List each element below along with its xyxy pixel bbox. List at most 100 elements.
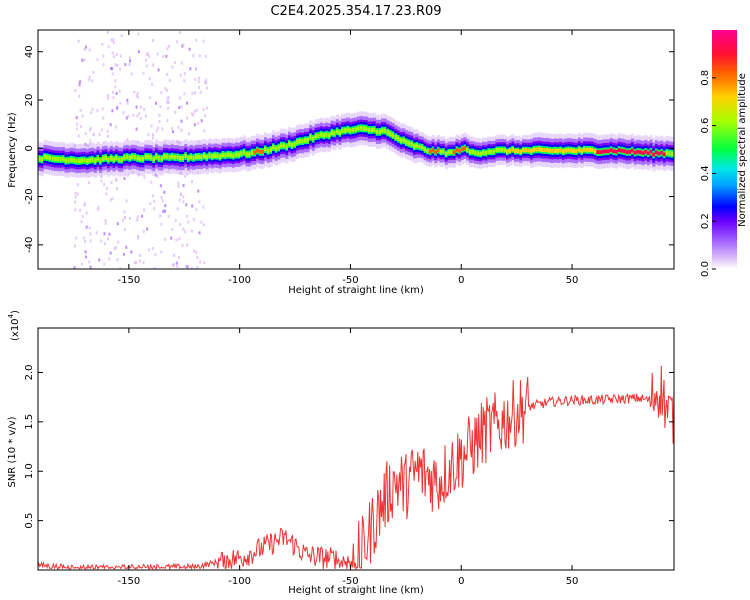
spectrogram-noise-speck	[202, 39, 205, 43]
spectrogram-noise-speck	[116, 222, 119, 226]
spectrogram-ridge-core	[646, 151, 651, 156]
spectrogram-noise-speck	[108, 257, 111, 261]
spectrogram-ridge-cell	[162, 154, 167, 159]
spectrogram-ticks: -150 -100 -50 0 50 -40 -20 0 20 40	[24, 30, 674, 286]
spectrogram-noise-speck	[178, 106, 181, 110]
spectrogram-noise-speck	[109, 123, 112, 127]
spectrogram-noise-speck	[123, 215, 126, 219]
snr-x-tick-label: 0	[458, 576, 464, 587]
snr-y-tick-label: 1.0	[24, 463, 35, 479]
spectrogram-ridge-cell	[375, 129, 379, 135]
spectrogram-ridge-cell	[184, 153, 188, 159]
spectrogram-noise-speck	[151, 133, 154, 137]
spectrogram-noise-speck	[114, 79, 117, 83]
spectrogram-noise-speck	[195, 38, 198, 42]
colorbar: 0.0 0.2 0.4 0.6 0.8 Normalized spectral ampl…	[700, 30, 748, 277]
spectrogram-ridge-cell	[178, 155, 183, 161]
spectrogram-noise-speck	[160, 250, 163, 254]
spectrogram-ridge-cell	[221, 152, 225, 158]
spectrogram-ridge-cell	[107, 157, 111, 163]
spectrogram-noise-speck	[137, 234, 140, 238]
spectrogram-ridge-core	[458, 148, 462, 153]
spectrogram-noise-speck	[186, 116, 189, 120]
colorbar-tick-label: 0.8	[700, 70, 711, 86]
spectrogram-noise-speck	[135, 105, 138, 109]
snr-y-scale: (x104)	[7, 310, 21, 341]
spectrogram-noise-speck	[119, 267, 122, 269]
spectrogram-ridge-core	[253, 150, 257, 155]
spectrogram-noise-speck	[138, 259, 141, 263]
spectrogram-noise-speck	[177, 181, 180, 185]
spectrogram-ridge-cell	[157, 156, 161, 161]
spectrogram-ridge-cell	[290, 143, 294, 148]
spectrogram-noise-speck	[123, 210, 126, 214]
spectrogram-noise-speck	[167, 101, 170, 105]
spectrogram-noise-speck	[181, 243, 184, 247]
spectrogram-ridge-core	[551, 149, 555, 153]
spectrogram-ridge-cell	[101, 156, 106, 161]
spectrogram-ridge-core	[623, 149, 627, 154]
spectrogram-ridge-cell	[160, 156, 164, 161]
spectrogram-ridge-core	[641, 151, 645, 155]
colorbar-label: Normalized spectral amplitude	[737, 73, 748, 227]
spectrogram-noise-speck	[181, 61, 184, 65]
spectrogram-noise-speck	[107, 94, 110, 98]
spectrogram-noise-speck	[162, 209, 165, 213]
spectrogram-noise-speck	[84, 240, 87, 244]
spectrogram-ridge-cell	[383, 128, 387, 133]
spectrogram-noise-speck	[178, 198, 181, 202]
spectrogram-ridge-core	[617, 148, 621, 153]
spectrogram-noise-speck	[98, 258, 101, 262]
spectrogram-ridge-cell	[410, 141, 414, 147]
spectrogram-noise-speck	[76, 127, 79, 131]
spectrogram-noise-speck	[182, 227, 185, 231]
spectrogram-noise-speck	[141, 214, 144, 218]
spectrogram-noise-speck	[152, 39, 155, 43]
spectrogram-ridge-cell	[85, 159, 90, 164]
spectrogram-ridge-cell	[492, 149, 496, 154]
spectrogram-ridge-cell	[404, 140, 409, 145]
spectrogram-noise-speck	[73, 266, 76, 269]
spectrogram-noise-speck	[88, 48, 91, 52]
spectrogram-ridge-cell	[287, 141, 292, 146]
spectrogram-noise-speck	[166, 47, 169, 51]
spectrogram-ridge-cell	[213, 153, 217, 158]
spectrogram-ridge-core	[633, 150, 637, 155]
spectrogram-ridge-cell	[668, 151, 672, 156]
spectrogram-noise-speck	[163, 190, 166, 194]
spectrogram-ridge-cell	[311, 136, 316, 141]
spectrogram-ridge-cell	[224, 153, 228, 158]
spectrogram-noise-speck	[96, 109, 99, 113]
spectrogram-noise-speck	[165, 88, 168, 92]
spectrogram-ridge-cell	[240, 151, 244, 156]
spectrogram-ridge-core	[575, 149, 579, 154]
spectrogram-noise-speck	[171, 227, 174, 231]
spectrogram-noise-speck	[136, 215, 139, 219]
spectrogram-ridge-cell	[325, 132, 329, 137]
spectrogram-noise-speck	[88, 78, 91, 82]
spectrogram-noise-speck	[124, 63, 127, 67]
spectrogram-ridge-core	[564, 148, 568, 153]
spectrogram-noise-speck	[195, 208, 198, 212]
spectrogram-noise-speck	[81, 58, 84, 62]
spectrogram-ridge-cell	[264, 147, 268, 152]
spectrogram-noise-speck	[191, 91, 194, 95]
spectrogram-noise-speck	[147, 248, 150, 252]
spectrogram-ridge-cell	[112, 157, 116, 162]
spectrogram-noise-speck	[190, 112, 193, 116]
snr-panel: -150 -100 -50 0 50 0.5 1.0 1.5 2.0 Height of str…	[7, 310, 675, 596]
spectrogram-noise-speck	[83, 48, 86, 52]
spectrogram-ridge-cell	[83, 158, 87, 163]
spectrogram-ridge-cell	[155, 154, 159, 159]
spectrogram-noise-speck	[166, 100, 169, 104]
spectrogram-ridge-cell	[43, 154, 47, 160]
spectrogram-ridge-core	[601, 149, 606, 154]
spectrogram-noise-speck	[176, 40, 179, 44]
spectrogram-noise-speck	[110, 67, 113, 71]
spectrogram-noise-speck	[105, 192, 108, 196]
spectrogram-noise-speck	[106, 237, 109, 241]
spectrogram-noise-speck	[119, 101, 122, 105]
spectrogram-noise-speck	[203, 129, 206, 133]
spectrogram-ridge-cell	[442, 149, 446, 154]
spectrogram-ridge-cell	[181, 155, 185, 161]
